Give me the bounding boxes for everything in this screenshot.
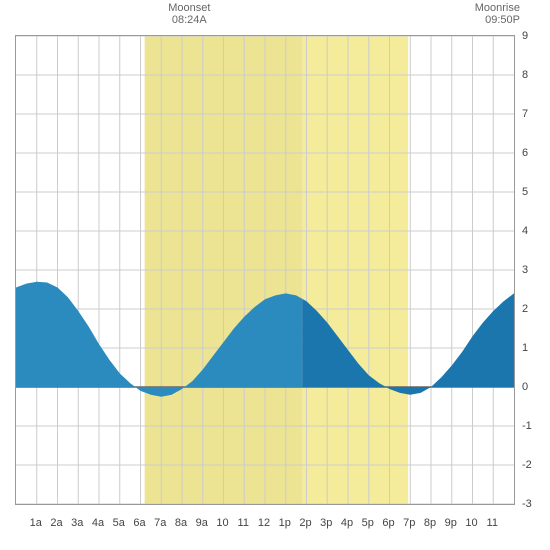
- x-tick-label: 4a: [92, 517, 105, 529]
- x-tick-label: 3p: [320, 517, 332, 529]
- moonrise-time: 09:50P: [440, 14, 520, 26]
- x-tick-label: 10: [216, 517, 228, 529]
- moonrise-label: Moonrise 09:50P: [440, 2, 520, 26]
- x-tick-label: 6p: [382, 517, 394, 529]
- x-tick-label: 9a: [196, 517, 209, 529]
- moonrise-title: Moonrise: [440, 2, 520, 14]
- plot-svg: [16, 36, 514, 504]
- y-tick-label: 3: [522, 264, 528, 276]
- moonset-title: Moonset: [139, 2, 239, 14]
- x-tick-label: 10: [465, 517, 477, 529]
- moonset-label: Moonset 08:24A: [139, 2, 239, 26]
- x-tick-label: 7p: [403, 517, 415, 529]
- y-tick-label: 0: [522, 381, 528, 393]
- x-tick-label: 7a: [154, 517, 167, 529]
- x-axis: 1a 2a 3a 4a 5a 6a 7a 8a 9a 10 11 12 1p 2p 3p 4p 5p 6p 7p 8p…: [0, 508, 550, 538]
- y-tick-label: 2: [522, 303, 528, 315]
- x-tick-label: 11: [487, 517, 498, 529]
- x-tick-label: 5p: [362, 517, 374, 529]
- y-tick-label: 5: [522, 186, 528, 198]
- tide-chart: Moonset 08:24A Moonrise 09:50P 1a 2a 3a 4a 5…: [0, 0, 550, 550]
- y-axis: -3 -2 -1 0 1 2 3 4 5 6 7 8 9: [518, 0, 548, 550]
- x-tick-label: 3a: [71, 517, 84, 529]
- x-tick-label: 2p: [299, 517, 311, 529]
- x-tick-label: 4p: [341, 517, 353, 529]
- x-tick-label: 9p: [445, 517, 457, 529]
- x-tick-label: 2a: [50, 517, 63, 529]
- y-tick-label: 8: [522, 69, 528, 81]
- x-tick-label: 5a: [113, 517, 126, 529]
- y-tick-label: 9: [522, 30, 528, 42]
- x-tick-label: 11: [238, 517, 249, 529]
- x-tick-label: 6a: [133, 517, 146, 529]
- y-tick-label: -2: [522, 459, 532, 471]
- y-tick-label: 7: [522, 108, 528, 120]
- y-tick-label: -1: [522, 420, 532, 432]
- x-tick-label: 1p: [279, 517, 291, 529]
- moonset-time: 08:24A: [139, 14, 239, 26]
- x-tick-label: 12: [258, 517, 270, 529]
- y-tick-label: 4: [522, 225, 528, 237]
- x-tick-label: 1a: [30, 517, 43, 529]
- x-tick-label: 8a: [175, 517, 188, 529]
- x-tick-label: 8p: [424, 517, 436, 529]
- y-tick-label: 6: [522, 147, 528, 159]
- y-tick-label: 1: [522, 342, 528, 354]
- y-tick-label: -3: [522, 498, 532, 510]
- plot-area: [15, 35, 515, 505]
